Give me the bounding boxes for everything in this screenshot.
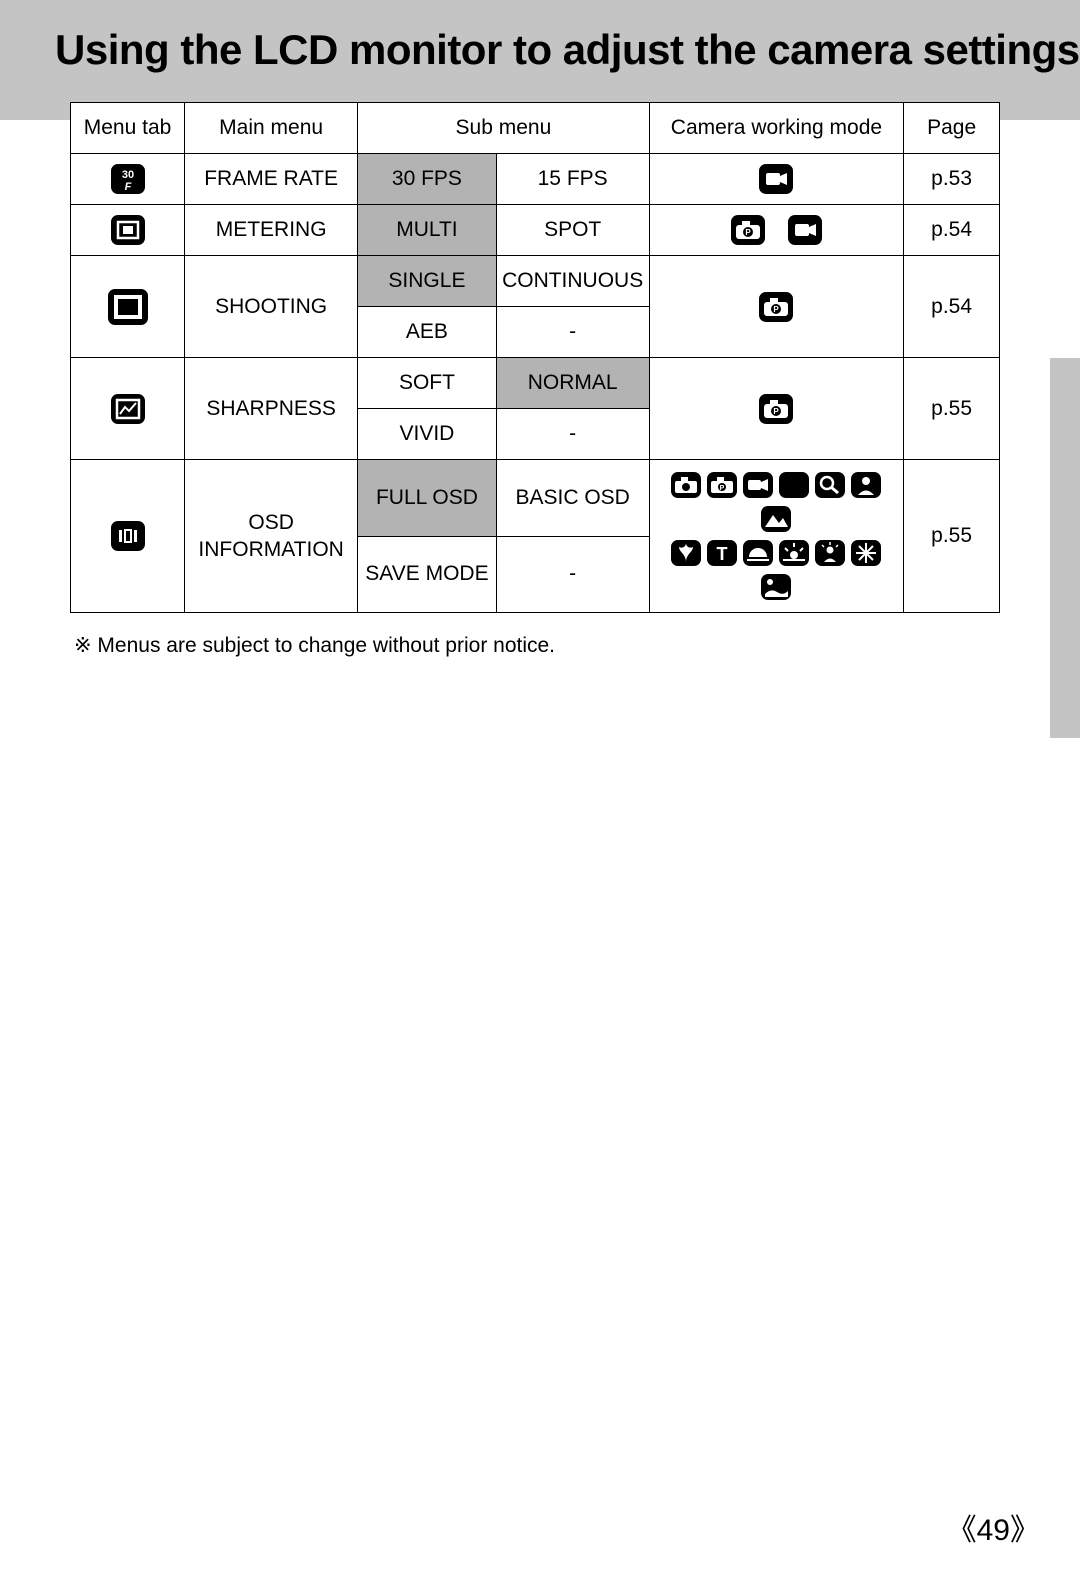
row-frame-rate: 30F FRAME RATE 30 FPS 15 FPS p.53 bbox=[71, 154, 1000, 205]
night-icon bbox=[779, 472, 809, 498]
row-osd-1: OSD INFORMATION FULL OSD BASIC OSD P T p… bbox=[71, 460, 1000, 537]
osd-icon bbox=[111, 521, 145, 551]
page-sharpness: p.55 bbox=[904, 358, 1000, 460]
row-metering: METERING MULTI SPOT P p.54 bbox=[71, 205, 1000, 256]
main-osd-l2: INFORMATION bbox=[198, 538, 343, 561]
side-tab bbox=[1050, 358, 1080, 738]
portrait-icon bbox=[851, 472, 881, 498]
header-menu-tab: Menu tab bbox=[71, 103, 185, 154]
magnify-icon bbox=[815, 472, 845, 498]
beach-icon bbox=[761, 574, 791, 600]
sub-frame-rate-30fps: 30 FPS bbox=[358, 154, 497, 205]
page-number: 《49》 bbox=[947, 1505, 1040, 1549]
movie-icon bbox=[788, 215, 822, 245]
page-shooting: p.54 bbox=[904, 256, 1000, 358]
mode-sharpness: P bbox=[649, 358, 904, 460]
mode-osd: P T bbox=[649, 460, 904, 613]
sub-osd-save: SAVE MODE bbox=[358, 536, 497, 613]
tab-icon-osd bbox=[71, 460, 185, 613]
page-osd: p.55 bbox=[904, 460, 1000, 613]
mode-shooting: P bbox=[649, 256, 904, 358]
table-header-row: Menu tab Main menu Sub menu Camera worki… bbox=[71, 103, 1000, 154]
sub-sharpness-soft: SOFT bbox=[358, 358, 497, 409]
fireworks-icon bbox=[851, 540, 881, 566]
tab-icon-shooting bbox=[71, 256, 185, 358]
svg-text:30: 30 bbox=[121, 169, 133, 181]
backlight-icon bbox=[815, 540, 845, 566]
main-frame-rate: FRAME RATE bbox=[185, 154, 358, 205]
sub-shooting-dash: - bbox=[496, 307, 649, 358]
tab-icon-sharpness bbox=[71, 358, 185, 460]
main-metering: METERING bbox=[185, 205, 358, 256]
sub-metering-spot: SPOT bbox=[496, 205, 649, 256]
sub-osd-dash: - bbox=[496, 536, 649, 613]
menu-table: Menu tab Main menu Sub menu Camera worki… bbox=[70, 102, 1000, 613]
sub-shooting-continuous: CONTINUOUS bbox=[496, 256, 649, 307]
sub-shooting-aeb: AEB bbox=[358, 307, 497, 358]
sub-sharpness-vivid: VIVID bbox=[358, 409, 497, 460]
content-area: Menu tab Main menu Sub menu Camera worki… bbox=[0, 102, 1080, 658]
camera-p-icon: P bbox=[731, 215, 765, 245]
camera-icon bbox=[671, 472, 701, 498]
macro-icon bbox=[671, 540, 701, 566]
dawn-icon bbox=[779, 540, 809, 566]
sub-sharpness-normal: NORMAL bbox=[496, 358, 649, 409]
svg-text:T: T bbox=[717, 544, 728, 564]
movie-icon bbox=[743, 472, 773, 498]
svg-text:P: P bbox=[774, 305, 780, 314]
thirty-f-icon: 30F bbox=[111, 164, 145, 194]
sub-osd-basic: BASIC OSD bbox=[496, 460, 649, 537]
sharpness-icon bbox=[111, 394, 145, 424]
camera-p-icon: P bbox=[759, 394, 793, 424]
main-osd: OSD INFORMATION bbox=[185, 460, 358, 613]
page-metering: p.54 bbox=[904, 205, 1000, 256]
sub-shooting-single: SINGLE bbox=[358, 256, 497, 307]
header-camera-mode: Camera working mode bbox=[649, 103, 904, 154]
page-title: Using the LCD monitor to adjust the came… bbox=[55, 26, 1080, 74]
sunset-icon bbox=[743, 540, 773, 566]
svg-text:P: P bbox=[745, 228, 751, 237]
camera-p-icon: P bbox=[759, 292, 793, 322]
movie-icon bbox=[759, 164, 793, 194]
header-main-menu: Main menu bbox=[185, 103, 358, 154]
landscape-icon bbox=[761, 506, 791, 532]
svg-text:P: P bbox=[774, 407, 780, 416]
sub-sharpness-dash: - bbox=[496, 409, 649, 460]
header-sub-menu: Sub menu bbox=[358, 103, 649, 154]
shooting-icon bbox=[108, 289, 148, 325]
main-osd-l1: OSD bbox=[248, 511, 294, 534]
tab-icon-metering bbox=[71, 205, 185, 256]
camera-p-icon: P bbox=[707, 472, 737, 498]
footnote: ※ Menus are subject to change without pr… bbox=[74, 633, 1010, 658]
text-icon: T bbox=[707, 540, 737, 566]
mode-metering: P bbox=[649, 205, 904, 256]
metering-icon bbox=[111, 215, 145, 245]
main-shooting: SHOOTING bbox=[185, 256, 358, 358]
tab-icon-frame-rate: 30F bbox=[71, 154, 185, 205]
sub-frame-rate-15fps: 15 FPS bbox=[496, 154, 649, 205]
main-sharpness: SHARPNESS bbox=[185, 358, 358, 460]
row-shooting-1: SHOOTING SINGLE CONTINUOUS P p.54 bbox=[71, 256, 1000, 307]
row-sharpness-1: SHARPNESS SOFT NORMAL P p.55 bbox=[71, 358, 1000, 409]
sub-osd-full: FULL OSD bbox=[358, 460, 497, 537]
page-frame-rate: p.53 bbox=[904, 154, 1000, 205]
svg-text:P: P bbox=[720, 485, 725, 492]
mode-frame-rate bbox=[649, 154, 904, 205]
header-page: Page bbox=[904, 103, 1000, 154]
sub-metering-multi: MULTI bbox=[358, 205, 497, 256]
svg-text:F: F bbox=[124, 181, 131, 193]
